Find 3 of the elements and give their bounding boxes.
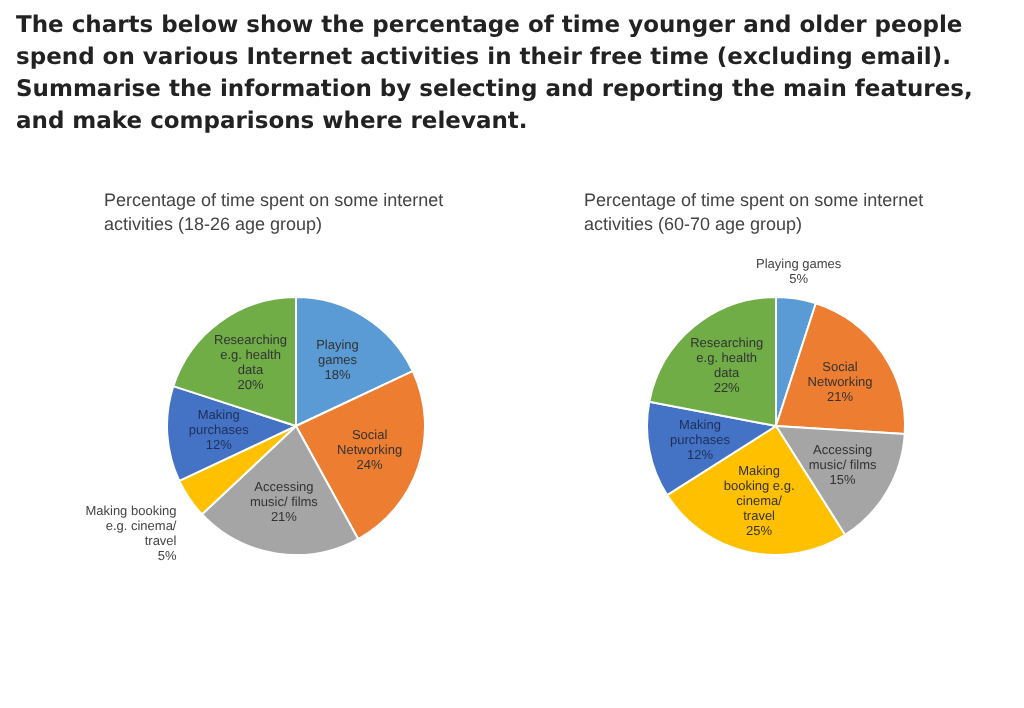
chart-title: Percentage of time spent on some internet activities (60-70 age group) [584, 188, 926, 236]
text: The charts below show the percentage of time younger and older people spend on various Internet activities in their free time (excluding email). Summarise the information by selecting and reporting the main features, and make comparisons where relevant. [16, 8, 975, 136]
chart-title: Percentage of time spent on some internet activities (18-26 age group) [104, 188, 446, 236]
